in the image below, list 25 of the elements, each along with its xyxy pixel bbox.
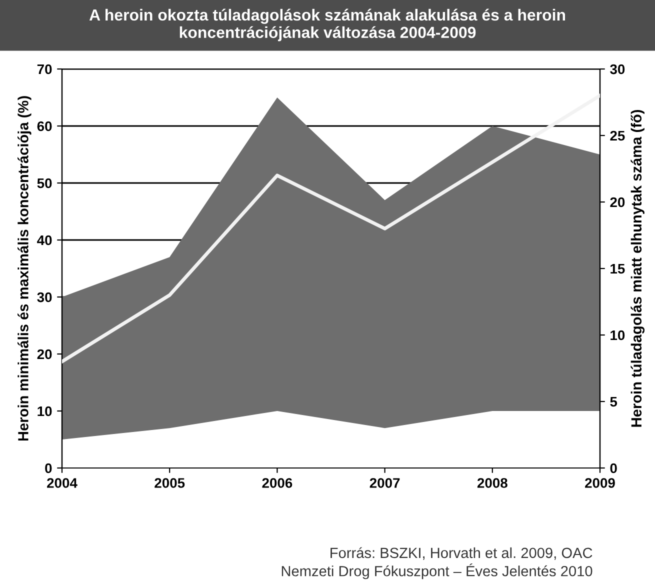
y2-tick-label: 30 [610, 64, 625, 74]
x-tick-label: 2007 [370, 478, 400, 488]
y2-axis-title: Heroin túladagolás miatt elhunytak száma (fő) [630, 110, 645, 427]
y2-tick-label: 5 [610, 396, 618, 407]
y2-tick-label: 10 [610, 330, 625, 340]
text: Forrás: BSZKI, Horvath et al. 2009, OAC Nemzeti Drog Fókuszpont – Éves Jelentés 2010 [282, 547, 592, 580]
y-tick-label: 60 [37, 121, 52, 132]
x-tick-label: 2008 [477, 478, 508, 488]
y-axis-title: Heroin minimális és maximális koncentrációja (%) [18, 96, 32, 441]
x-tick-label: 2006 [262, 478, 292, 488]
y-tick-label: 10 [38, 406, 52, 416]
y2-tick-label: 20 [610, 197, 625, 208]
y-tick-label: 50 [37, 178, 52, 188]
y2-tick-label: 0 [610, 463, 617, 474]
y-tick-label: 20 [37, 349, 52, 360]
x-tick-label: 2005 [154, 478, 185, 488]
x-tick-label: 2004 [47, 478, 78, 488]
y-tick-label: 40 [37, 235, 52, 246]
x-tick-label: 2009 [585, 478, 615, 488]
y-tick-label: 30 [37, 292, 52, 302]
y2-tick-label: 15 [610, 264, 625, 274]
y2-tick-label: 25 [610, 130, 625, 141]
y-tick-label: 0 [45, 463, 52, 474]
y-tick-label: 70 [37, 64, 52, 74]
chart-title: A heroin okozta túladagolások számának alakulása és a heroin koncentrációjának változása 2004-2009 [89, 8, 566, 42]
